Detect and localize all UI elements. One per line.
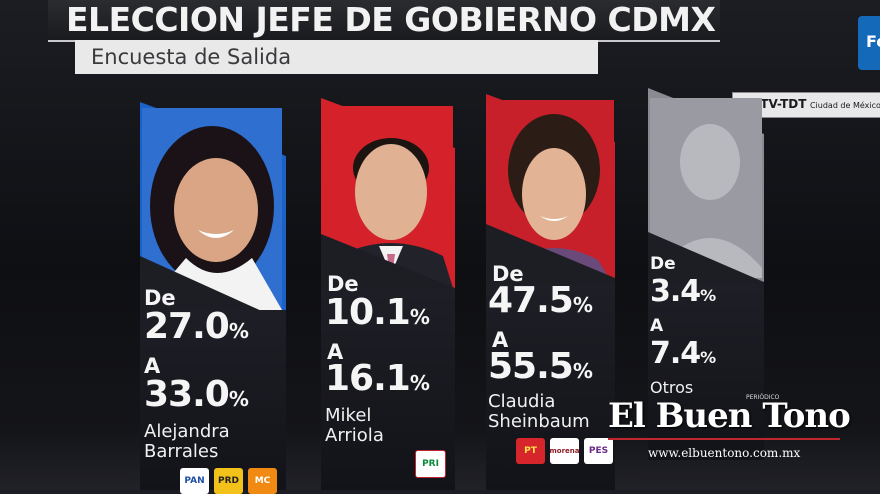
pt-logo-icon: PT [516, 438, 545, 464]
range-from-value: 27.0% [144, 306, 249, 347]
candidate-name: Alejandra Barrales [144, 421, 230, 462]
page-subtitle: Encuesta de Salida [91, 45, 292, 69]
pes-logo-icon: PES [584, 438, 613, 464]
range-from-value: 3.4% [650, 274, 716, 309]
subtitle-bar: Encuesta de Salida [75, 40, 598, 74]
range-to-value: 16.1% [325, 358, 430, 399]
to-label: A [144, 354, 161, 378]
prd-logo-icon: PRD [214, 468, 243, 494]
candidate-name: Otros [650, 378, 694, 397]
to-label: A [492, 328, 509, 352]
watermark-tag: PERIÓDICO [746, 394, 780, 401]
mc-logo-icon: MC [248, 468, 277, 494]
party-logos: PT morena PES [516, 438, 613, 464]
pan-logo-icon: PAN [180, 468, 209, 494]
results-panel [648, 284, 764, 460]
watermark-name: El Buen Tono [608, 396, 851, 436]
candidate-name: Mikel Arriola [325, 405, 384, 446]
watermark-url: www.elbuentono.com.mx [648, 446, 801, 460]
party-logos: PAN PRD MC [180, 468, 277, 494]
to-label: A [650, 316, 664, 336]
station-city: Ciudad de México [809, 101, 880, 110]
channel-badge-text: Fo [866, 32, 880, 51]
range-to-value: 7.4% [650, 336, 716, 371]
candidate-card-barrales: De 27.0% A 33.0% Alejandra Barrales PAN P… [136, 100, 286, 494]
candidate-card-arriola: De 10.1% A 16.1% Mikel Arriola PRI [315, 98, 455, 490]
party-logos: PRI [415, 450, 446, 478]
candidate-photo [142, 108, 282, 310]
from-label: De [650, 254, 676, 274]
range-from-value: 47.5% [488, 280, 593, 321]
to-label: A [327, 340, 344, 364]
range-to-value: 55.5% [488, 346, 593, 387]
watermark-divider [608, 438, 840, 440]
channel-badge: Fo [858, 16, 880, 70]
candidate-card-otros: De 3.4% A 7.4% Otros [636, 88, 764, 460]
from-label: De [492, 262, 524, 286]
watermark: PERIÓDICO El Buen Tono www.elbuentono.co… [608, 394, 851, 460]
woman-portrait-icon [142, 108, 282, 310]
candidate-card-sheinbaum: De 47.5% A 55.5% Claudia Sheinbaum PT mor… [480, 94, 615, 490]
from-label: De [144, 286, 176, 310]
morena-logo-icon: morena [550, 438, 580, 464]
title-bar: ELECCION JEFE DE GOBIERNO CDMX [48, 0, 720, 42]
candidate-name: Claudia Sheinbaum [488, 391, 590, 432]
range-from-value: 10.1% [325, 292, 430, 333]
pri-logo-icon: PRI [415, 450, 446, 478]
page-title: ELECCION JEFE DE GOBIERNO CDMX [66, 0, 716, 39]
results-panel [140, 310, 286, 490]
range-to-value: 33.0% [144, 374, 249, 415]
from-label: De [327, 272, 359, 296]
